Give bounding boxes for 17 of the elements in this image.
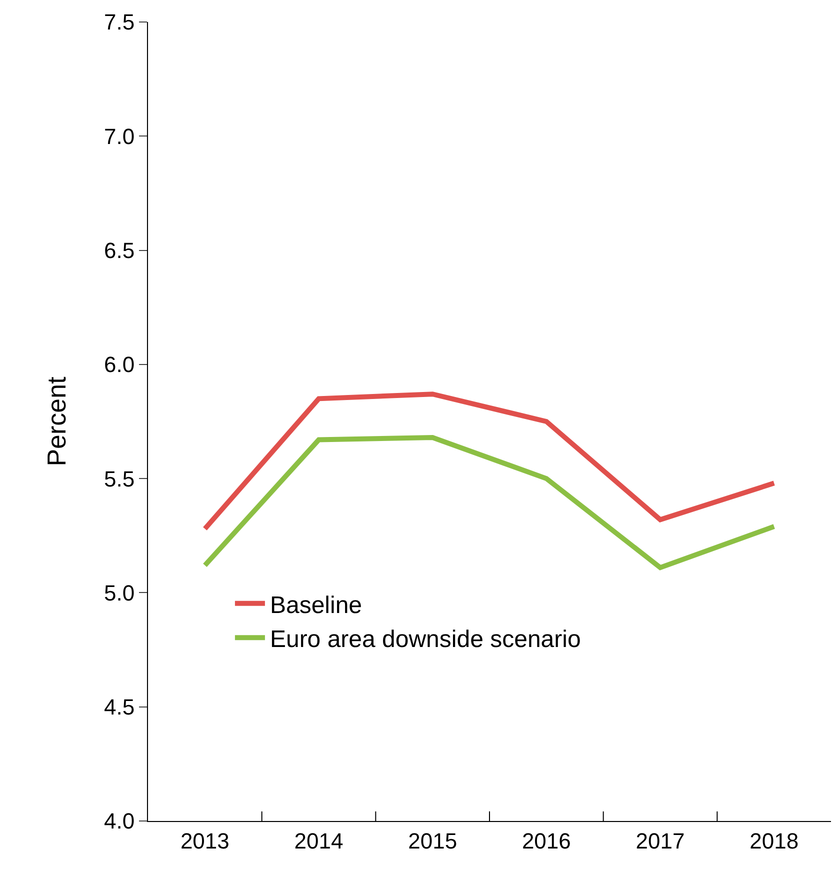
y-tick-label: 7.5	[104, 10, 135, 35]
y-tick-label: 7.0	[104, 124, 135, 149]
y-axis-title: Percent	[41, 376, 72, 466]
x-tick-label: 2014	[294, 828, 344, 854]
legend-label: Baseline	[270, 592, 362, 619]
legend-label: Euro area downside scenario	[270, 626, 581, 653]
y-tick-label: 6.0	[104, 352, 135, 378]
x-tick-label: 2013	[180, 828, 230, 854]
y-tick-label: 6.5	[104, 238, 135, 263]
y-tick-label: 4.0	[104, 808, 135, 834]
x-tick-label: 2017	[636, 828, 685, 854]
x-tick-label: 2018	[750, 828, 799, 854]
x-tick-label: 2015	[408, 828, 458, 854]
y-tick-label: 5.5	[104, 466, 135, 492]
y-tick-label: 4.5	[104, 694, 135, 720]
y-tick-label: 5.0	[104, 580, 135, 606]
x-tick-label: 2016	[522, 828, 571, 854]
